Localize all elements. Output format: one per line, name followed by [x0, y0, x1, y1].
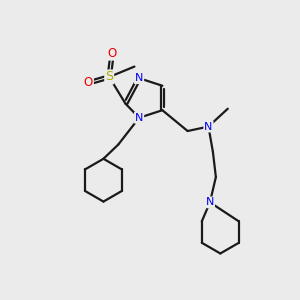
Text: S: S — [105, 70, 113, 83]
Text: N: N — [135, 73, 143, 83]
Text: N: N — [135, 113, 143, 123]
Text: O: O — [84, 76, 93, 89]
Text: O: O — [107, 47, 117, 60]
Text: N: N — [204, 122, 213, 132]
Text: N: N — [206, 197, 214, 207]
